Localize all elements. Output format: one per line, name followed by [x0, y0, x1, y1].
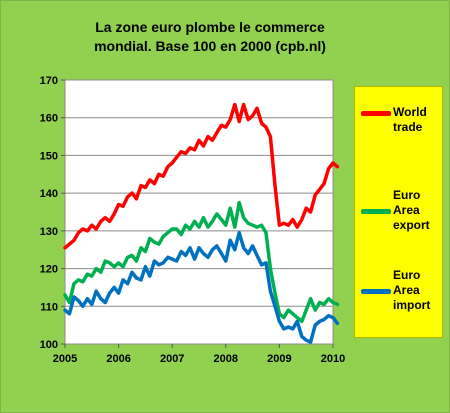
x-tick-label-2008: 2008: [214, 353, 238, 365]
x-axis: 2005 2006 2007 2008 2009 2010: [53, 344, 345, 365]
legend-swatch-euro-import: [361, 289, 391, 294]
legend-swatch-euro-export: [361, 209, 391, 214]
y-tick-label-110: 110: [40, 301, 58, 313]
grid-lines: [65, 117, 333, 307]
x-tick-label-2010: 2010: [321, 353, 345, 365]
series-line-euro-area-export: [63, 200, 340, 324]
chart-title-line1: La zone euro plombe le commerce: [95, 19, 325, 35]
legend: World trade Euro Area export Euro Area i…: [354, 86, 443, 338]
plot-area: [64, 79, 334, 345]
y-axis: 100 110 120 130 140 150 160 170: [40, 75, 65, 351]
y-tick-label-170: 170: [40, 75, 58, 87]
x-tick-label-2005: 2005: [53, 353, 77, 365]
chart-title-line2: mondial. Base 100 en 2000 (cpb.nl): [94, 38, 326, 54]
legend-label-euro-export: Euro Area export: [393, 188, 430, 232]
series-line-world-trade: [63, 102, 340, 250]
legend-label-world-trade: World trade: [393, 105, 427, 134]
y-tick-label-130: 130: [40, 226, 58, 238]
chart-title: La zone euro plombe le commerce mondial.…: [30, 18, 390, 56]
legend-label-euro-import: Euro Area import: [393, 268, 431, 312]
series-line-euro-area-import: [63, 230, 340, 344]
y-tick-label-120: 120: [40, 264, 58, 276]
y-tick-label-160: 160: [40, 113, 58, 125]
series-lines: [63, 102, 340, 344]
x-tick-label-2006: 2006: [106, 353, 130, 365]
x-tick-label-2007: 2007: [160, 353, 184, 365]
y-tick-label-140: 140: [40, 188, 58, 200]
x-tick-label-2009: 2009: [267, 353, 291, 365]
y-tick-label-150: 150: [40, 150, 58, 162]
legend-swatch-world-trade: [361, 111, 391, 116]
y-tick-label-100: 100: [40, 339, 58, 351]
